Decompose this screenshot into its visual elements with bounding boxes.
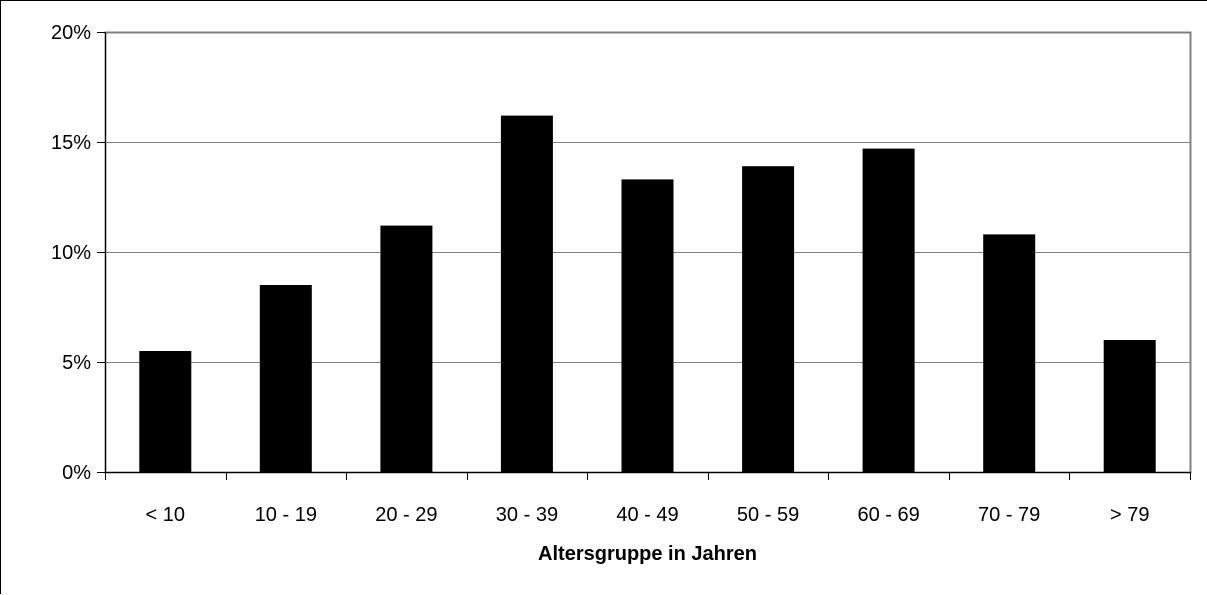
x-tick-label-6: 60 - 69 [857,504,919,526]
x-tick-label-7: 70 - 79 [978,504,1040,526]
y-tick-label-1: 5% [62,352,91,374]
x-axis-title: Altersgruppe in Jahren [538,543,757,565]
x-tick-label-2: 20 - 29 [375,504,437,526]
bar-3 [500,115,553,472]
x-tick-label-8: > 79 [1110,504,1149,526]
bars [139,115,1156,472]
bar-8 [1103,340,1156,472]
y-tick-label-2: 10% [51,242,91,264]
bar-1 [259,285,312,472]
bar-4 [621,179,674,472]
x-tick-label-3: 30 - 39 [496,504,558,526]
bar-2 [380,225,433,472]
y-tick-label-4: 20% [51,22,91,44]
bar-6 [862,148,915,472]
bar-0 [139,351,192,472]
x-tick-label-5: 50 - 59 [737,504,799,526]
y-tick-labels: 0% 5% 10% 15% 20% [51,22,91,484]
y-tick-label-0: 0% [62,462,91,484]
x-tick-label-4: 40 - 49 [616,504,678,526]
x-tick-label-0: < 10 [146,504,185,526]
bar-7 [983,234,1036,472]
x-tick-labels: < 10 10 - 19 20 - 29 30 - 39 40 - 49 50 - 59 6… [146,504,1150,526]
y-tick-label-3: 15% [51,132,91,154]
axes [97,32,1191,480]
bar-5 [742,166,795,472]
x-tick-label-1: 10 - 19 [255,504,317,526]
